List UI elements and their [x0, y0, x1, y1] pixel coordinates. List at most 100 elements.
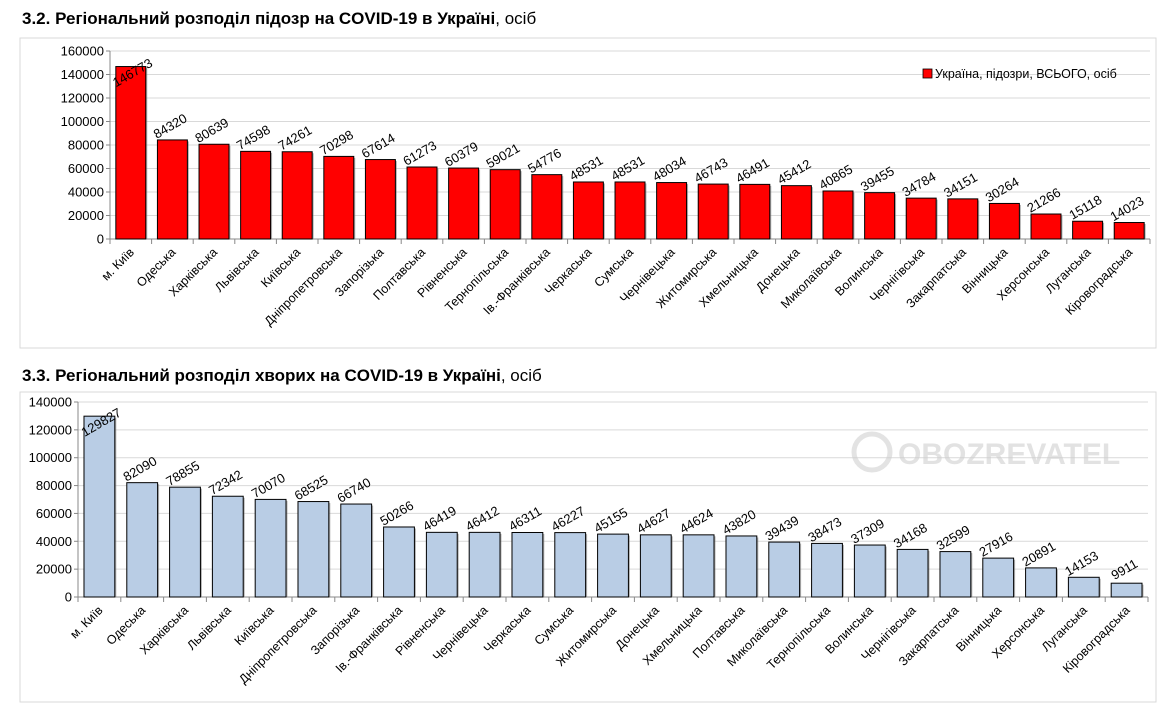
y-tick-label: 0 — [65, 590, 72, 605]
data-label: 46419 — [420, 503, 459, 534]
data-label: 74261 — [276, 122, 315, 153]
x-tick-label: Львівська — [212, 245, 262, 295]
data-label: 45155 — [591, 505, 630, 536]
bar — [554, 532, 587, 598]
bar — [947, 198, 979, 240]
bar — [639, 534, 672, 598]
data-label: 54776 — [525, 145, 564, 176]
data-label: 66740 — [335, 475, 374, 506]
bar — [281, 151, 313, 240]
bar — [211, 495, 244, 598]
data-label: 46491 — [733, 155, 772, 186]
y-tick-label: 160000 — [61, 44, 104, 59]
chart-border — [19, 391, 1157, 703]
y-tick-label: 120000 — [61, 91, 104, 106]
data-label: 50266 — [377, 498, 416, 529]
bar — [448, 167, 480, 240]
data-label: 61273 — [400, 138, 439, 169]
data-label: 14153 — [1062, 548, 1101, 579]
bar — [853, 544, 886, 598]
bar — [656, 182, 688, 240]
bar — [939, 551, 972, 598]
data-label: 27916 — [977, 529, 1016, 560]
bar — [1072, 220, 1104, 240]
data-label: 32599 — [934, 522, 973, 553]
x-tick-label: Дніпропетровська — [262, 245, 345, 328]
y-tick-label: 140000 — [29, 395, 72, 410]
data-label: 46311 — [506, 503, 544, 534]
bar — [297, 501, 330, 598]
bar — [982, 557, 1015, 598]
chart-2-title: 3.3. Регіональний розподіл хворих на COV… — [22, 366, 542, 386]
data-label: 68525 — [292, 472, 331, 503]
bar — [572, 181, 604, 240]
bar — [1067, 576, 1100, 598]
x-tick-label: Черкаська — [481, 603, 534, 656]
data-label: 14023 — [1108, 193, 1147, 224]
bar — [254, 498, 287, 598]
data-label: 84320 — [151, 110, 190, 141]
bar — [240, 150, 272, 240]
y-tick-label: 100000 — [61, 114, 104, 129]
bar — [780, 185, 812, 240]
data-label: 40865 — [816, 162, 855, 193]
data-label: 43820 — [720, 507, 759, 538]
y-tick-label: 120000 — [29, 422, 72, 437]
data-label: 48531 — [567, 153, 606, 184]
bar — [768, 541, 801, 598]
x-tick-label: м. Київ — [99, 245, 137, 283]
data-label: 20891 — [1019, 538, 1058, 569]
data-label: 30264 — [983, 174, 1022, 205]
data-label: 21266 — [1024, 185, 1063, 216]
x-tick-label: Одеська — [104, 603, 149, 648]
watermark-logo-icon — [851, 431, 893, 473]
chart-border — [19, 37, 1157, 349]
y-tick-label: 100000 — [29, 450, 72, 465]
bar — [169, 486, 201, 598]
bar — [822, 190, 854, 240]
bar — [682, 534, 715, 598]
y-tick-label: 0 — [97, 232, 104, 247]
bar — [156, 139, 188, 240]
watermark: OBOZREVATEL — [898, 438, 1120, 471]
y-tick-label: 40000 — [36, 534, 72, 549]
chart-2-title-main: 3.3. Регіональний розподіл хворих на COV… — [22, 366, 501, 385]
data-label: 34784 — [900, 169, 939, 200]
bar — [597, 533, 629, 598]
bar — [323, 155, 355, 240]
legend: Україна, підозри, ВСЬОГО, осіб — [922, 67, 1117, 81]
data-label: 44624 — [677, 505, 716, 536]
data-label: 15118 — [1066, 192, 1104, 223]
bar — [340, 503, 373, 598]
data-label: 37309 — [848, 516, 887, 547]
legend-swatch — [922, 68, 933, 79]
bar — [126, 482, 159, 598]
bar — [739, 183, 771, 240]
data-label: 78855 — [163, 458, 202, 489]
bar — [511, 531, 544, 598]
y-tick-label: 20000 — [36, 562, 72, 577]
bar — [1110, 582, 1143, 598]
bar — [383, 526, 415, 598]
bar — [896, 548, 929, 598]
data-label: 44627 — [634, 505, 673, 536]
bar — [988, 202, 1020, 240]
chart-1-title-unit: , осіб — [495, 9, 537, 28]
bar — [406, 166, 438, 240]
bar — [115, 66, 147, 240]
data-label: 46227 — [549, 503, 588, 534]
x-tick-label: Сумська — [532, 603, 577, 648]
data-label: 72342 — [206, 467, 245, 498]
y-tick-label: 60000 — [36, 506, 72, 521]
bar — [725, 535, 758, 598]
bar — [811, 542, 843, 598]
chart-1: 0 20000 40000 60000 80000 100000 120000 140000 1… — [19, 37, 1157, 349]
data-label: 39455 — [858, 163, 897, 194]
y-tick-label: 80000 — [36, 478, 72, 493]
bar — [425, 531, 458, 598]
bar — [1113, 222, 1145, 240]
x-tick-label: Львівська — [184, 603, 234, 653]
bar — [531, 174, 563, 240]
bar — [1025, 567, 1057, 598]
